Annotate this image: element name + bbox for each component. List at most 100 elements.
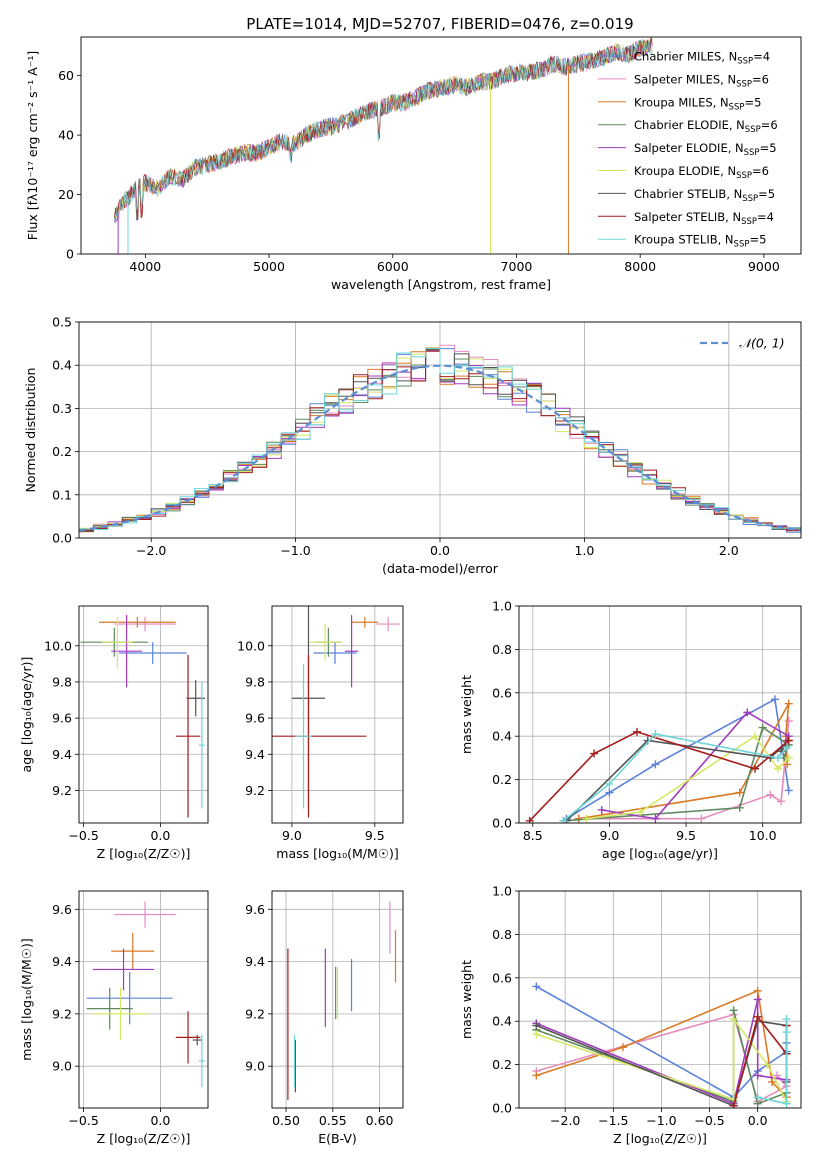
spectrum-legend-label: Salpeter STELIB, NSSP=4: [634, 210, 774, 227]
mass-vs-Z-ytick-label: 9.0: [52, 1059, 72, 1074]
spectrum-ytick-label: 40: [58, 128, 74, 143]
massweight-vs-age-panel: 8.5 9.0 9.5 10.0 0.0 0.2 0.4 0.6 0.8 1.0 age [log₁…: [459, 599, 802, 861]
spectrum-legend-label: Kroupa MILES, NSSP=5: [634, 95, 761, 112]
massweight-vs-Z-ytick-label: 1.0: [492, 884, 512, 899]
massweight-vs-age-plot-area: [525, 695, 793, 823]
residuals-xtick-label: 1.0: [574, 543, 594, 558]
massweight-vs-age-xlabel: age [log₁₀(age/yr)]: [602, 846, 718, 861]
spectrum-xtick-label: 7000: [501, 259, 533, 274]
age-vs-Z-xtick-label: −0.5: [68, 828, 98, 843]
age-vs-mass-xlabel: mass [log₁₀(M/M☉)]: [276, 846, 398, 861]
massweight-vs-age-marker: [784, 736, 793, 745]
figure-title: PLATE=1014, MJD=52707, FIBERID=0476, z=0…: [246, 15, 633, 33]
massweight-vs-Z-marker: [753, 986, 762, 995]
residuals-xlabel: (data-model)/error: [382, 561, 499, 576]
age-vs-Z-xlabel: Z [log₁₀(Z/Z☉)]: [97, 846, 191, 861]
massweight-vs-Z-marker: [763, 1060, 772, 1069]
massweight-vs-Z-ytick-label: 0.0: [492, 1101, 512, 1116]
residuals-ytick-label: 0.4: [52, 358, 72, 373]
massweight-vs-Z-ytick-label: 0.6: [492, 970, 512, 985]
massweight-vs-Z-marker: [753, 1071, 762, 1080]
mass-vs-EBV-panel: 0.50 0.55 0.60 9.0 9.2 9.4 9.6 E(B-V): [245, 890, 404, 1146]
massweight-vs-age-marker: [574, 814, 583, 823]
massweight-vs-age-ytick-label: 0.8: [492, 642, 512, 657]
spectrum-xtick-label: 4000: [129, 259, 161, 274]
spectrum-legend-label: Kroupa STELIB, NSSP=5: [634, 233, 766, 250]
mass-vs-Z-panel: −0.5 0.0 9.0 9.2 9.4 9.6 Z [log₁₀(Z/Z☉)] mass […: [19, 890, 209, 1146]
age-vs-Z-ylabel: age [log₁₀(age/yr)]: [19, 657, 34, 773]
massweight-vs-age-marker: [774, 753, 783, 762]
massweight-vs-age-marker: [770, 695, 779, 704]
spectrum-xtick-label: 5000: [253, 259, 285, 274]
age-vs-Z-frame: [78, 605, 209, 824]
massweight-vs-Z-marker: [782, 1015, 791, 1024]
residuals-xtick-label: −1.0: [280, 543, 310, 558]
massweight-vs-Z-xtick-label: −2.0: [550, 1113, 580, 1128]
massweight-vs-age-series-line: [586, 735, 790, 820]
mass-vs-Z-plot-area: [86, 901, 205, 1088]
massweight-vs-age-marker: [758, 723, 767, 732]
age-vs-mass-ytick-label: 10.0: [237, 638, 265, 653]
mass-vs-Z-ytick-label: 9.6: [52, 902, 72, 917]
spectrum-xtick-label: 6000: [377, 259, 409, 274]
residuals-plot-area: [79, 344, 801, 533]
age-vs-mass-panel: 9.0 9.5 9.2 9.4 9.6 9.8 10.0 mass [log₁₀(M/M☉)]: [237, 605, 404, 861]
massweight-vs-age-marker: [559, 816, 568, 823]
spectrum-xtick-label: 9000: [748, 259, 780, 274]
massweight-vs-age-marker: [651, 760, 660, 769]
massweight-vs-Z-xtick-label: −1.0: [646, 1113, 676, 1128]
age-vs-mass-ytick-label: 9.8: [245, 674, 265, 689]
massweight-vs-Z-marker: [768, 1077, 777, 1086]
age-vs-Z-panel: −0.5 0.0 9.2 9.4 9.6 9.8 10.0 Z [log₁₀(Z/Z☉)] ag…: [19, 605, 209, 861]
massweight-vs-age-marker: [605, 779, 614, 788]
massweight-vs-age-xtick-label: 10.0: [749, 828, 777, 843]
massweight-vs-age-ytick-label: 0.4: [492, 729, 512, 744]
residuals-ytick-label: 0.5: [52, 315, 72, 330]
massweight-vs-age-series-line: [563, 726, 790, 822]
residuals-ytick-label: 0.1: [52, 487, 72, 502]
mass-vs-EBV-xtick-label: 0.60: [366, 1113, 394, 1128]
mass-vs-Z-ytick-label: 9.4: [52, 954, 72, 969]
massweight-vs-age-marker: [735, 803, 744, 812]
spectrum-legend-label: Chabrier ELODIE, NSSP=6: [634, 118, 778, 135]
mass-vs-EBV-ytick-label: 9.0: [245, 1059, 265, 1074]
residuals-ylabel: Normed distribution: [23, 368, 38, 493]
age-vs-mass-xtick-label: 9.5: [365, 828, 385, 843]
mass-vs-Z-frame: [78, 890, 209, 1109]
spectrum-xlabel: wavelength [Angstrom, rest frame]: [331, 277, 551, 292]
spectrum-series-line: [114, 37, 653, 221]
massweight-vs-age-ytick-label: 1.0: [492, 599, 512, 614]
massweight-vs-Z-frame: [518, 890, 802, 1109]
age-vs-Z-ytick-label: 9.8: [52, 674, 72, 689]
spectrum-legend-label: Salpeter ELODIE, NSSP=5: [634, 141, 777, 158]
age-vs-mass-frame: [271, 605, 404, 824]
massweight-vs-age-marker: [697, 814, 706, 823]
massweight-vs-age-marker: [784, 786, 793, 795]
mass-vs-EBV-ytick-label: 9.6: [245, 902, 265, 917]
spectrum-series-line: [114, 39, 653, 224]
massweight-vs-age-marker: [590, 749, 599, 758]
residuals-ytick-label: 0.2: [52, 444, 72, 459]
massweight-vs-age-ylabel: mass weight: [459, 675, 474, 754]
residuals-frame: [78, 321, 802, 539]
mass-vs-EBV-ytick-label: 9.4: [245, 954, 265, 969]
residuals-xtick-label: 0.0: [430, 543, 450, 558]
massweight-vs-age-marker: [783, 743, 792, 752]
massweight-vs-age-marker: [525, 816, 534, 823]
age-vs-mass-ytick-label: 9.4: [245, 747, 265, 762]
massweight-vs-Z-marker: [532, 982, 541, 991]
massweight-vs-age-series-line: [601, 711, 790, 820]
massweight-vs-Z-panel: −2.0 −1.5 −1.0 −0.5 0.0 0.0 0.2 0.4 0.6 0.8 1.0 Z […: [459, 884, 802, 1146]
spectrum-ytick-label: 60: [58, 68, 74, 83]
massweight-vs-Z-ylabel: mass weight: [459, 960, 474, 1039]
massweight-vs-age-marker: [783, 760, 792, 769]
massweight-vs-age-xtick-label: 9.0: [599, 828, 619, 843]
massweight-vs-Z-xtick-label: −0.5: [694, 1113, 724, 1128]
residuals-histogram: [79, 348, 801, 530]
massweight-vs-Z-marker: [753, 995, 762, 1004]
mass-vs-EBV-xlabel: E(B-V): [318, 1131, 357, 1146]
massweight-vs-age-marker: [582, 814, 591, 823]
residuals-normal-curve: [79, 364, 801, 532]
massweight-vs-Z-marker: [532, 1071, 541, 1080]
age-vs-Z-xtick-label: 0.0: [150, 828, 170, 843]
